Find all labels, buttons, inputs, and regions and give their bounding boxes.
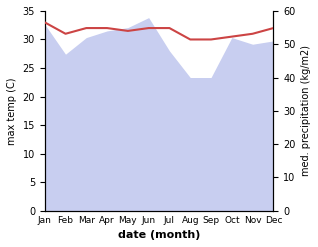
X-axis label: date (month): date (month)	[118, 230, 200, 240]
Y-axis label: med. precipitation (kg/m2): med. precipitation (kg/m2)	[301, 45, 311, 176]
Y-axis label: max temp (C): max temp (C)	[7, 77, 17, 144]
